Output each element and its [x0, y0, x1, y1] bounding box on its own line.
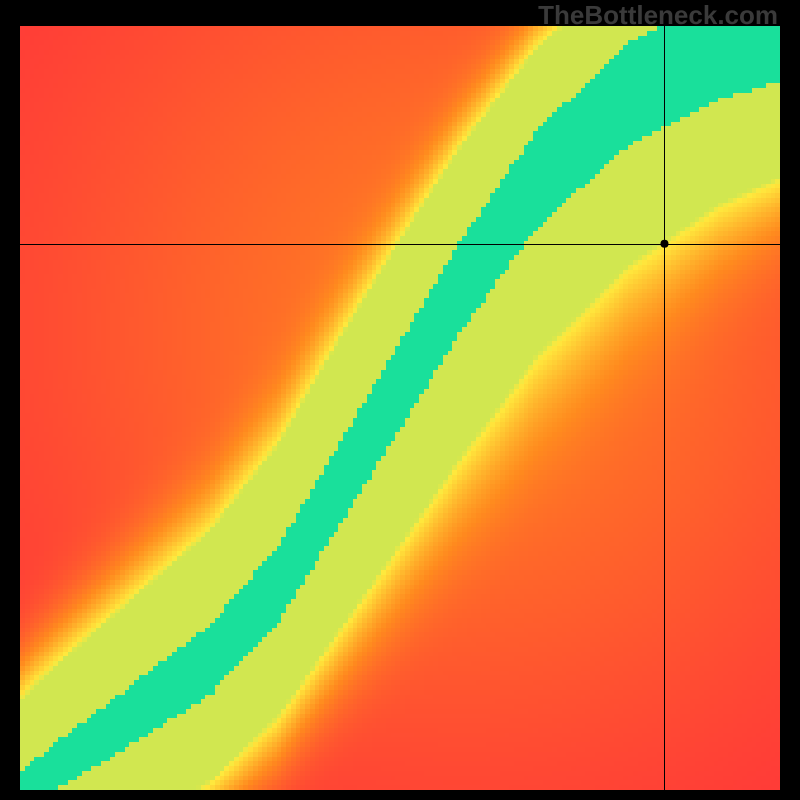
- bottleneck-heatmap: [0, 0, 800, 800]
- watermark-label: TheBottleneck.com: [538, 0, 778, 31]
